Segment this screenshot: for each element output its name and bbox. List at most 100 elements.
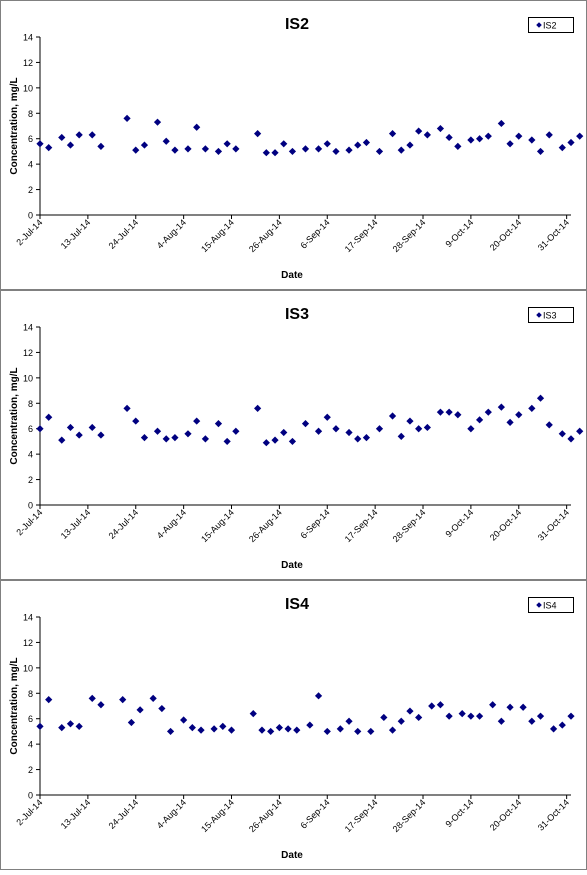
data-point xyxy=(271,149,279,157)
data-point xyxy=(415,127,423,135)
x-axis-label: Date xyxy=(281,850,303,861)
data-point xyxy=(345,428,353,437)
data-point xyxy=(153,427,162,435)
data-point xyxy=(158,704,166,713)
data-point xyxy=(127,718,136,727)
y-tick-label: 12 xyxy=(23,348,33,358)
y-tick-label: 6 xyxy=(28,424,33,434)
data-point xyxy=(467,425,475,433)
data-point xyxy=(375,425,384,433)
x-axis-label: Date xyxy=(281,270,303,281)
data-point xyxy=(428,702,436,710)
data-point xyxy=(66,141,75,149)
data-point xyxy=(301,145,310,153)
data-point xyxy=(223,140,231,148)
y-tick-label: 4 xyxy=(28,740,33,750)
legend-marker xyxy=(536,22,542,28)
data-point xyxy=(497,119,505,128)
data-point xyxy=(180,716,188,724)
data-point xyxy=(184,430,192,438)
data-point xyxy=(288,147,297,156)
y-tick-label: 2 xyxy=(28,475,33,485)
data-point xyxy=(97,701,105,709)
data-point xyxy=(506,140,514,148)
data-point xyxy=(506,418,514,426)
data-point xyxy=(36,425,44,433)
data-point xyxy=(576,427,584,435)
chart-title: IS3 xyxy=(285,306,309,323)
data-point xyxy=(323,727,331,736)
data-point xyxy=(123,114,131,122)
data-point xyxy=(467,136,475,144)
legend-marker xyxy=(536,602,542,608)
data-point xyxy=(332,147,340,156)
data-point xyxy=(262,149,270,157)
chart-frame xyxy=(0,0,587,290)
data-point xyxy=(36,140,44,148)
data-point xyxy=(406,417,414,425)
legend-box xyxy=(528,307,574,323)
legend-box xyxy=(528,17,574,33)
data-point xyxy=(314,145,323,153)
data-point xyxy=(162,137,170,145)
y-tick-label: 8 xyxy=(28,399,33,409)
data-point xyxy=(354,141,362,149)
data-point xyxy=(336,725,344,733)
data-point xyxy=(171,146,179,154)
y-tick-label: 0 xyxy=(28,211,33,221)
data-point xyxy=(515,132,523,140)
y-tick-label: 2 xyxy=(28,185,33,195)
y-axis-label: Concentration, mg/L xyxy=(9,657,20,754)
data-point xyxy=(558,144,566,152)
data-point xyxy=(254,130,262,138)
y-tick-label: 14 xyxy=(23,33,33,43)
y-tick-label: 0 xyxy=(28,791,33,801)
data-point xyxy=(88,131,96,139)
data-point xyxy=(267,727,275,736)
data-point xyxy=(388,412,397,420)
data-point xyxy=(515,411,523,419)
data-point xyxy=(45,413,53,421)
data-point xyxy=(232,145,240,153)
data-point xyxy=(262,439,270,447)
data-point xyxy=(45,144,53,152)
data-point xyxy=(75,131,83,139)
data-point xyxy=(475,135,484,143)
data-point xyxy=(519,703,527,711)
legend-label: IS2 xyxy=(543,21,557,31)
data-point xyxy=(388,130,397,138)
data-point xyxy=(576,132,584,140)
chart-panel-is2: IS2 0 2 4 6 8 10 12 14 2-Jul-14 13-Jul-14 24-Jul-14… xyxy=(0,0,587,290)
data-point xyxy=(497,717,505,725)
y-tick-label: 6 xyxy=(28,134,33,144)
data-point xyxy=(528,404,536,412)
y-tick-label: 10 xyxy=(23,663,33,673)
data-point xyxy=(345,146,353,154)
y-axis-label: Concentration, mg/L xyxy=(9,77,20,174)
y-tick-label: 10 xyxy=(23,373,33,383)
data-point xyxy=(66,720,75,728)
data-point xyxy=(484,132,492,140)
data-point xyxy=(362,434,371,442)
legend-box xyxy=(528,597,574,613)
data-point xyxy=(132,146,140,154)
chart-title: IS4 xyxy=(285,596,309,613)
data-point xyxy=(201,145,209,153)
legend-label: IS3 xyxy=(543,311,557,321)
data-point xyxy=(454,142,462,150)
y-tick-label: 12 xyxy=(23,638,33,648)
y-tick-label: 4 xyxy=(28,450,33,460)
x-axis-label: Date xyxy=(281,560,303,571)
data-point xyxy=(254,404,262,412)
data-point xyxy=(232,427,240,435)
data-point xyxy=(436,124,445,133)
data-point xyxy=(415,425,423,433)
data-point xyxy=(423,131,431,139)
chart-panel-is3: IS3 0 2 4 6 8 10 12 14 2-Jul-14 13-Jul-14 24-Jul-14… xyxy=(0,290,587,580)
data-point xyxy=(323,140,331,148)
data-point xyxy=(375,147,384,156)
data-point xyxy=(184,145,192,153)
data-point xyxy=(280,140,288,148)
